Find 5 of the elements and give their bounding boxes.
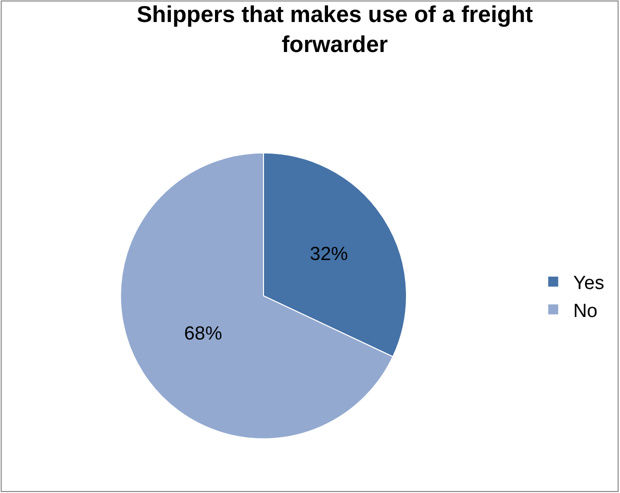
chart-title: Shippers that makes use of a freight forwarder: [136, 1, 534, 58]
legend-label: No: [573, 300, 598, 322]
data-label: 32%: [310, 244, 348, 265]
legend-label: Yes: [573, 273, 604, 294]
data-label: 68%: [184, 324, 222, 345]
